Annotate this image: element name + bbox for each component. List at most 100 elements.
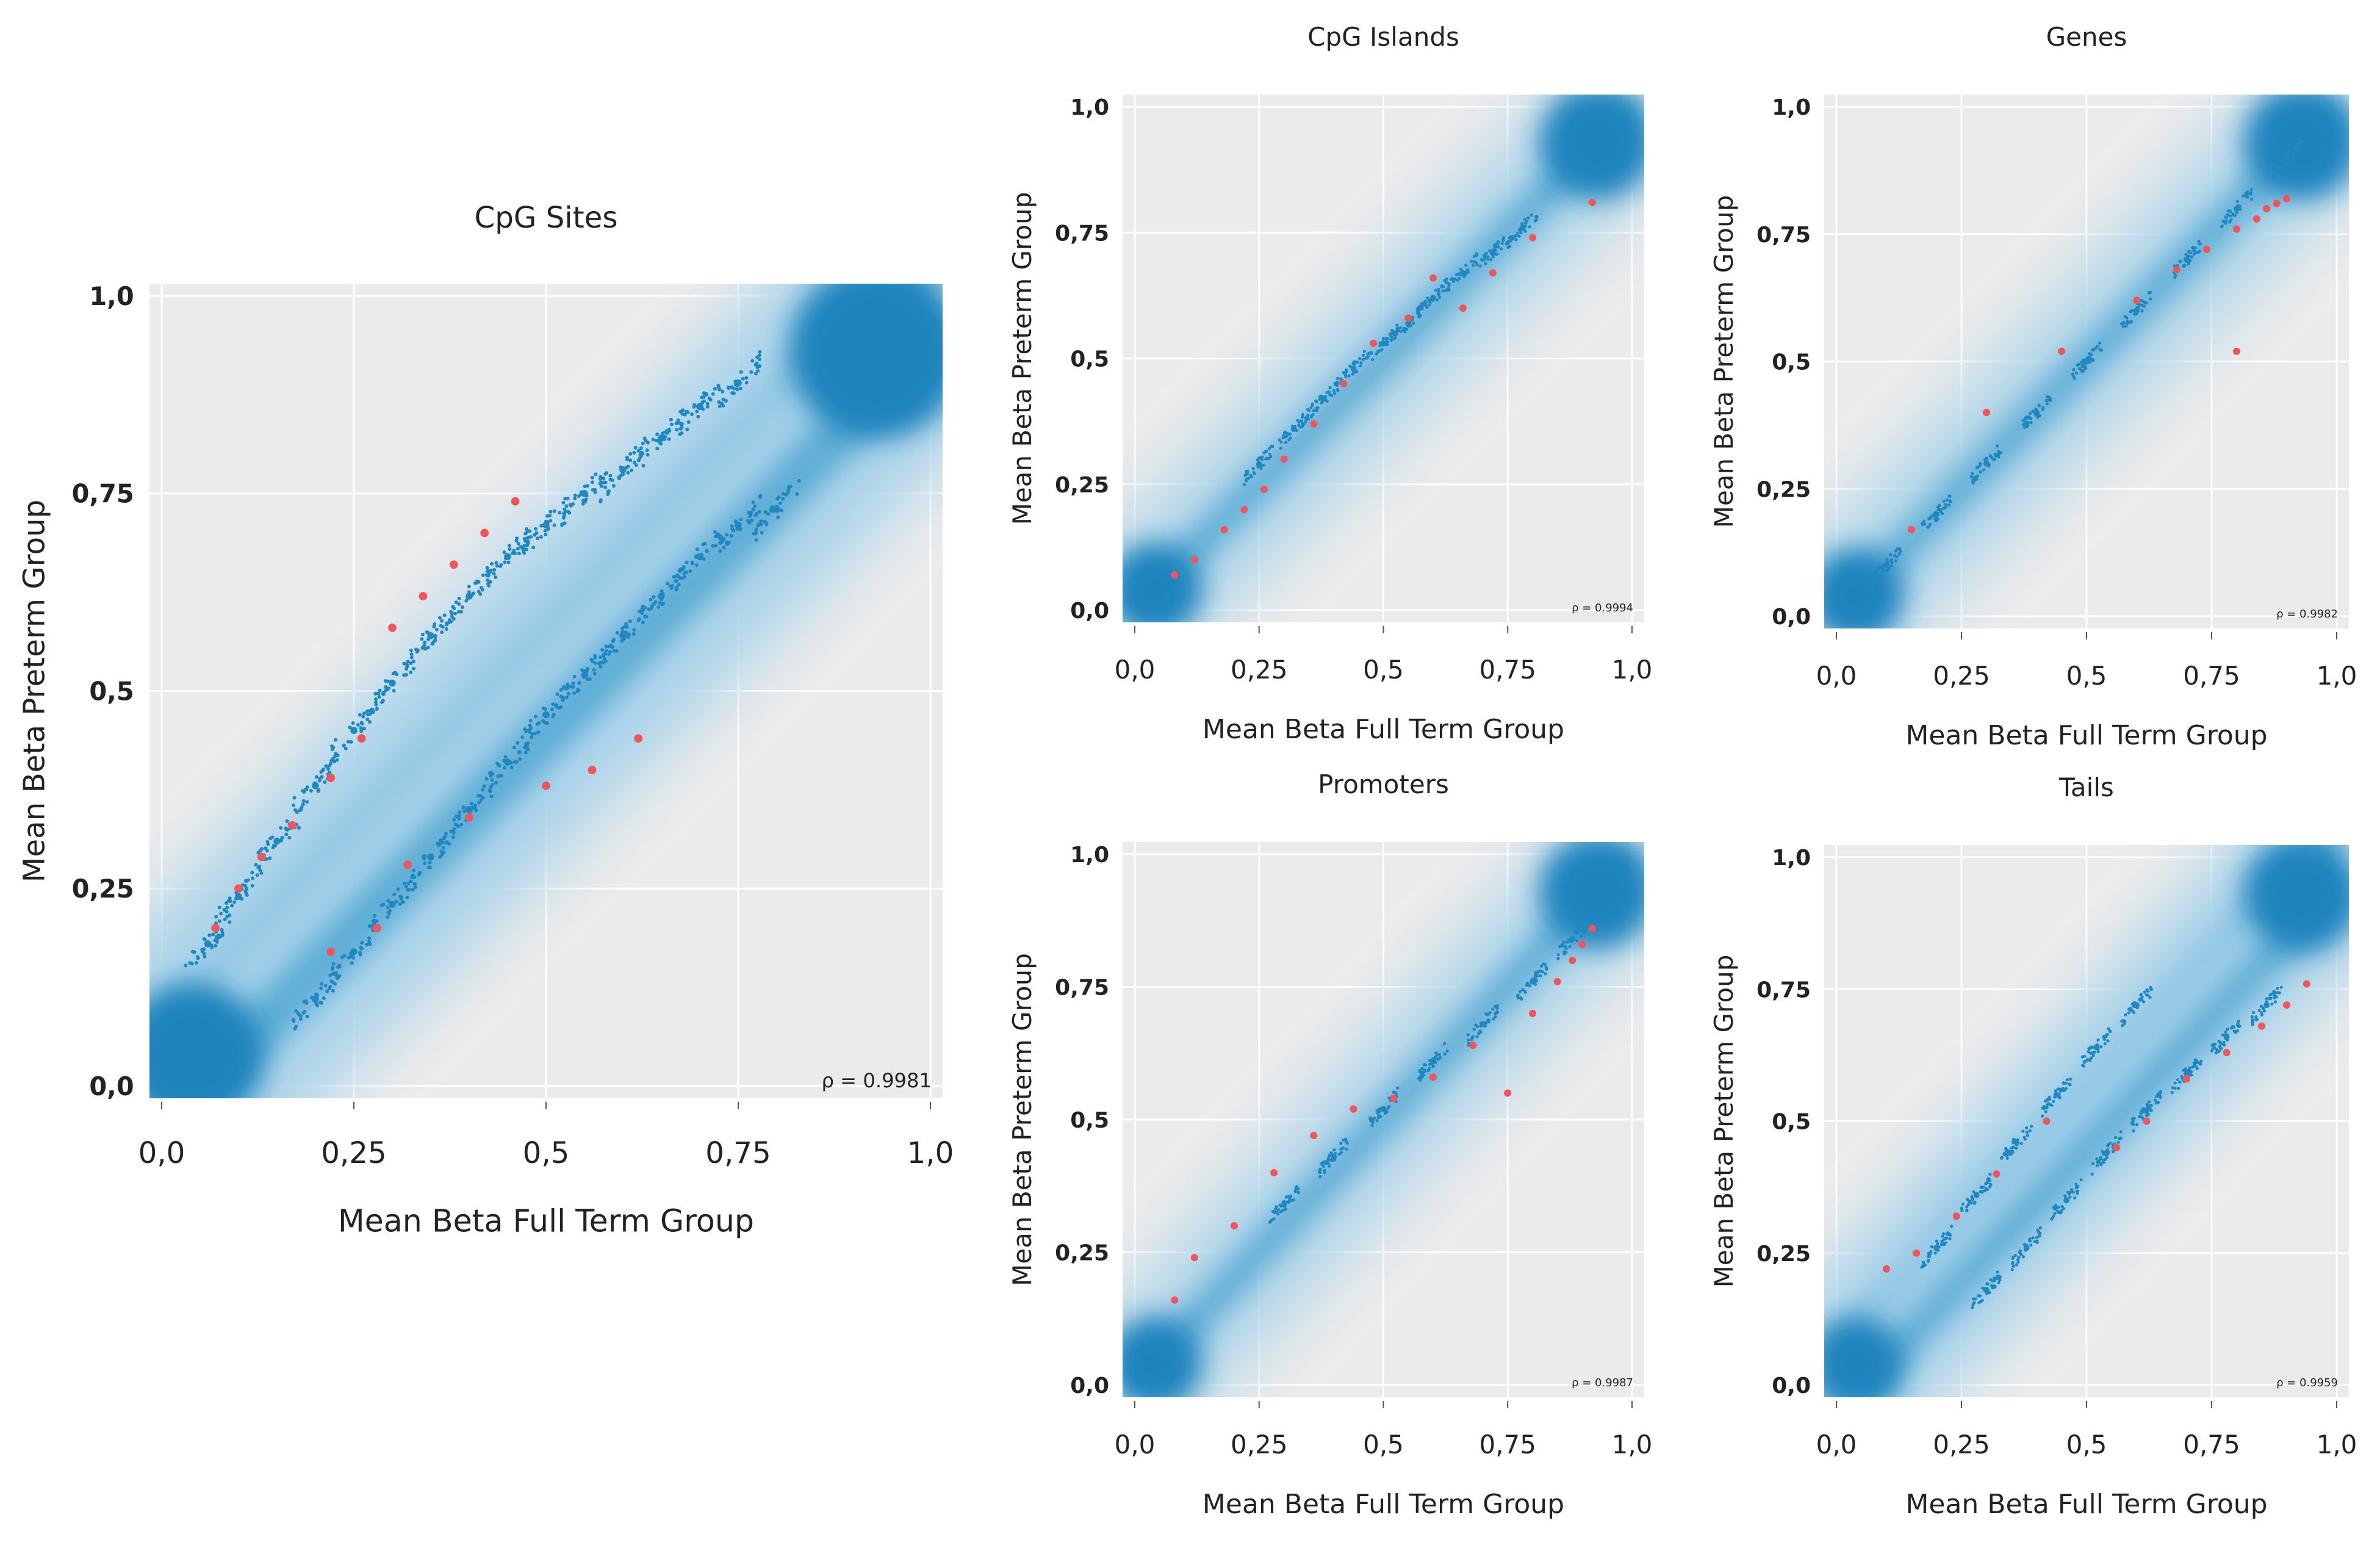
point-cloud [685, 427, 689, 431]
point-cloud [1533, 219, 1537, 223]
point-cloud [523, 750, 528, 755]
point-cloud [2021, 1255, 2026, 1259]
point-cloud [2044, 1110, 2048, 1114]
point-cloud [2249, 187, 2254, 192]
point-cloud [228, 913, 232, 918]
point-cloud [583, 484, 587, 489]
point-cloud [1972, 476, 1976, 480]
point-cloud [448, 618, 451, 622]
point-cloud [1417, 305, 1421, 309]
point-cloud [1923, 1263, 1927, 1267]
point-cloud [708, 398, 713, 402]
point-cloud [1526, 216, 1530, 220]
point-cloud [592, 672, 597, 676]
point-cloud [1495, 245, 1498, 248]
point-cloud [1944, 503, 1947, 506]
point-cloud [1493, 1004, 1497, 1009]
point-cloud [2118, 1137, 2121, 1140]
point-cloud [690, 560, 694, 564]
data-point [403, 860, 412, 869]
point-cloud [2106, 1150, 2110, 1154]
point-cloud [2038, 404, 2041, 408]
point-cloud [2123, 1022, 2126, 1026]
point-cloud [228, 920, 232, 924]
point-cloud [1284, 1195, 1288, 1199]
point-cloud [1404, 327, 1409, 331]
point-cloud [523, 727, 527, 732]
point-cloud [1335, 383, 1339, 387]
point-cloud [1937, 1245, 1941, 1249]
data-point [288, 821, 297, 830]
point-cloud [2022, 1135, 2026, 1139]
point-cloud [374, 697, 378, 701]
point-cloud [502, 766, 506, 770]
x-axis-title: Mean Beta Full Term Group [338, 1203, 754, 1239]
point-cloud [694, 555, 698, 559]
point-cloud [202, 937, 206, 941]
point-cloud [1336, 376, 1340, 380]
point-cloud [2255, 1018, 2259, 1021]
point-cloud [1895, 555, 1899, 558]
point-cloud [184, 963, 188, 968]
point-cloud [1480, 259, 1484, 262]
point-cloud [599, 664, 603, 669]
point-cloud [402, 881, 406, 885]
point-cloud [2130, 309, 2134, 313]
point-cloud [528, 719, 533, 723]
point-cloud [1384, 1109, 1388, 1113]
point-cloud [2122, 321, 2126, 325]
data-point [1280, 455, 1288, 463]
point-cloud [2019, 1251, 2022, 1255]
point-cloud [571, 681, 575, 685]
point-cloud [1290, 1198, 1293, 1203]
point-cloud [733, 380, 738, 384]
point-cloud [610, 478, 614, 483]
data-point [1529, 1010, 1536, 1017]
point-cloud [683, 575, 687, 579]
point-cloud [542, 523, 547, 527]
point-cloud [457, 816, 461, 821]
point-cloud [1885, 569, 1889, 572]
point-cloud [2026, 1134, 2030, 1137]
point-cloud [759, 519, 763, 524]
y-tick-label: 1,0 [1070, 95, 1109, 120]
point-cloud [506, 560, 511, 564]
point-cloud [1899, 549, 1902, 553]
point-cloud [2196, 1061, 2199, 1065]
point-cloud [1378, 1107, 1382, 1111]
point-cloud [2260, 1013, 2264, 1017]
point-cloud [760, 531, 764, 535]
data-point [2233, 347, 2240, 355]
y-tick-label: 0,75 [1055, 221, 1109, 246]
point-cloud [659, 442, 663, 446]
point-cloud [441, 846, 445, 850]
point-cloud [1365, 356, 1369, 360]
point-cloud [1285, 1200, 1289, 1204]
point-cloud [2142, 304, 2146, 308]
point-cloud [365, 718, 370, 722]
point-cloud [2249, 192, 2252, 196]
point-cloud [620, 639, 624, 643]
point-cloud [494, 561, 498, 565]
point-cloud [1307, 409, 1311, 412]
series-upper-band [1920, 985, 2154, 1269]
panel-title: Tails [2058, 772, 2114, 802]
point-cloud [502, 550, 506, 555]
point-cloud [755, 361, 759, 365]
series-sites [1268, 921, 1589, 1224]
data-point [2233, 225, 2240, 233]
point-cloud [692, 403, 697, 407]
point-cloud [2135, 1006, 2139, 1010]
point-cloud [2080, 363, 2084, 367]
point-cloud [1475, 263, 1479, 267]
point-cloud [1920, 1265, 1924, 1269]
point-cloud [359, 726, 363, 730]
point-cloud [334, 973, 339, 977]
point-cloud [356, 723, 360, 727]
point-cloud [451, 617, 456, 621]
data-point [480, 528, 489, 538]
point-cloud [1276, 1212, 1280, 1216]
point-cloud [1944, 1241, 1947, 1245]
point-cloud [440, 619, 444, 623]
point-cloud [512, 549, 516, 553]
